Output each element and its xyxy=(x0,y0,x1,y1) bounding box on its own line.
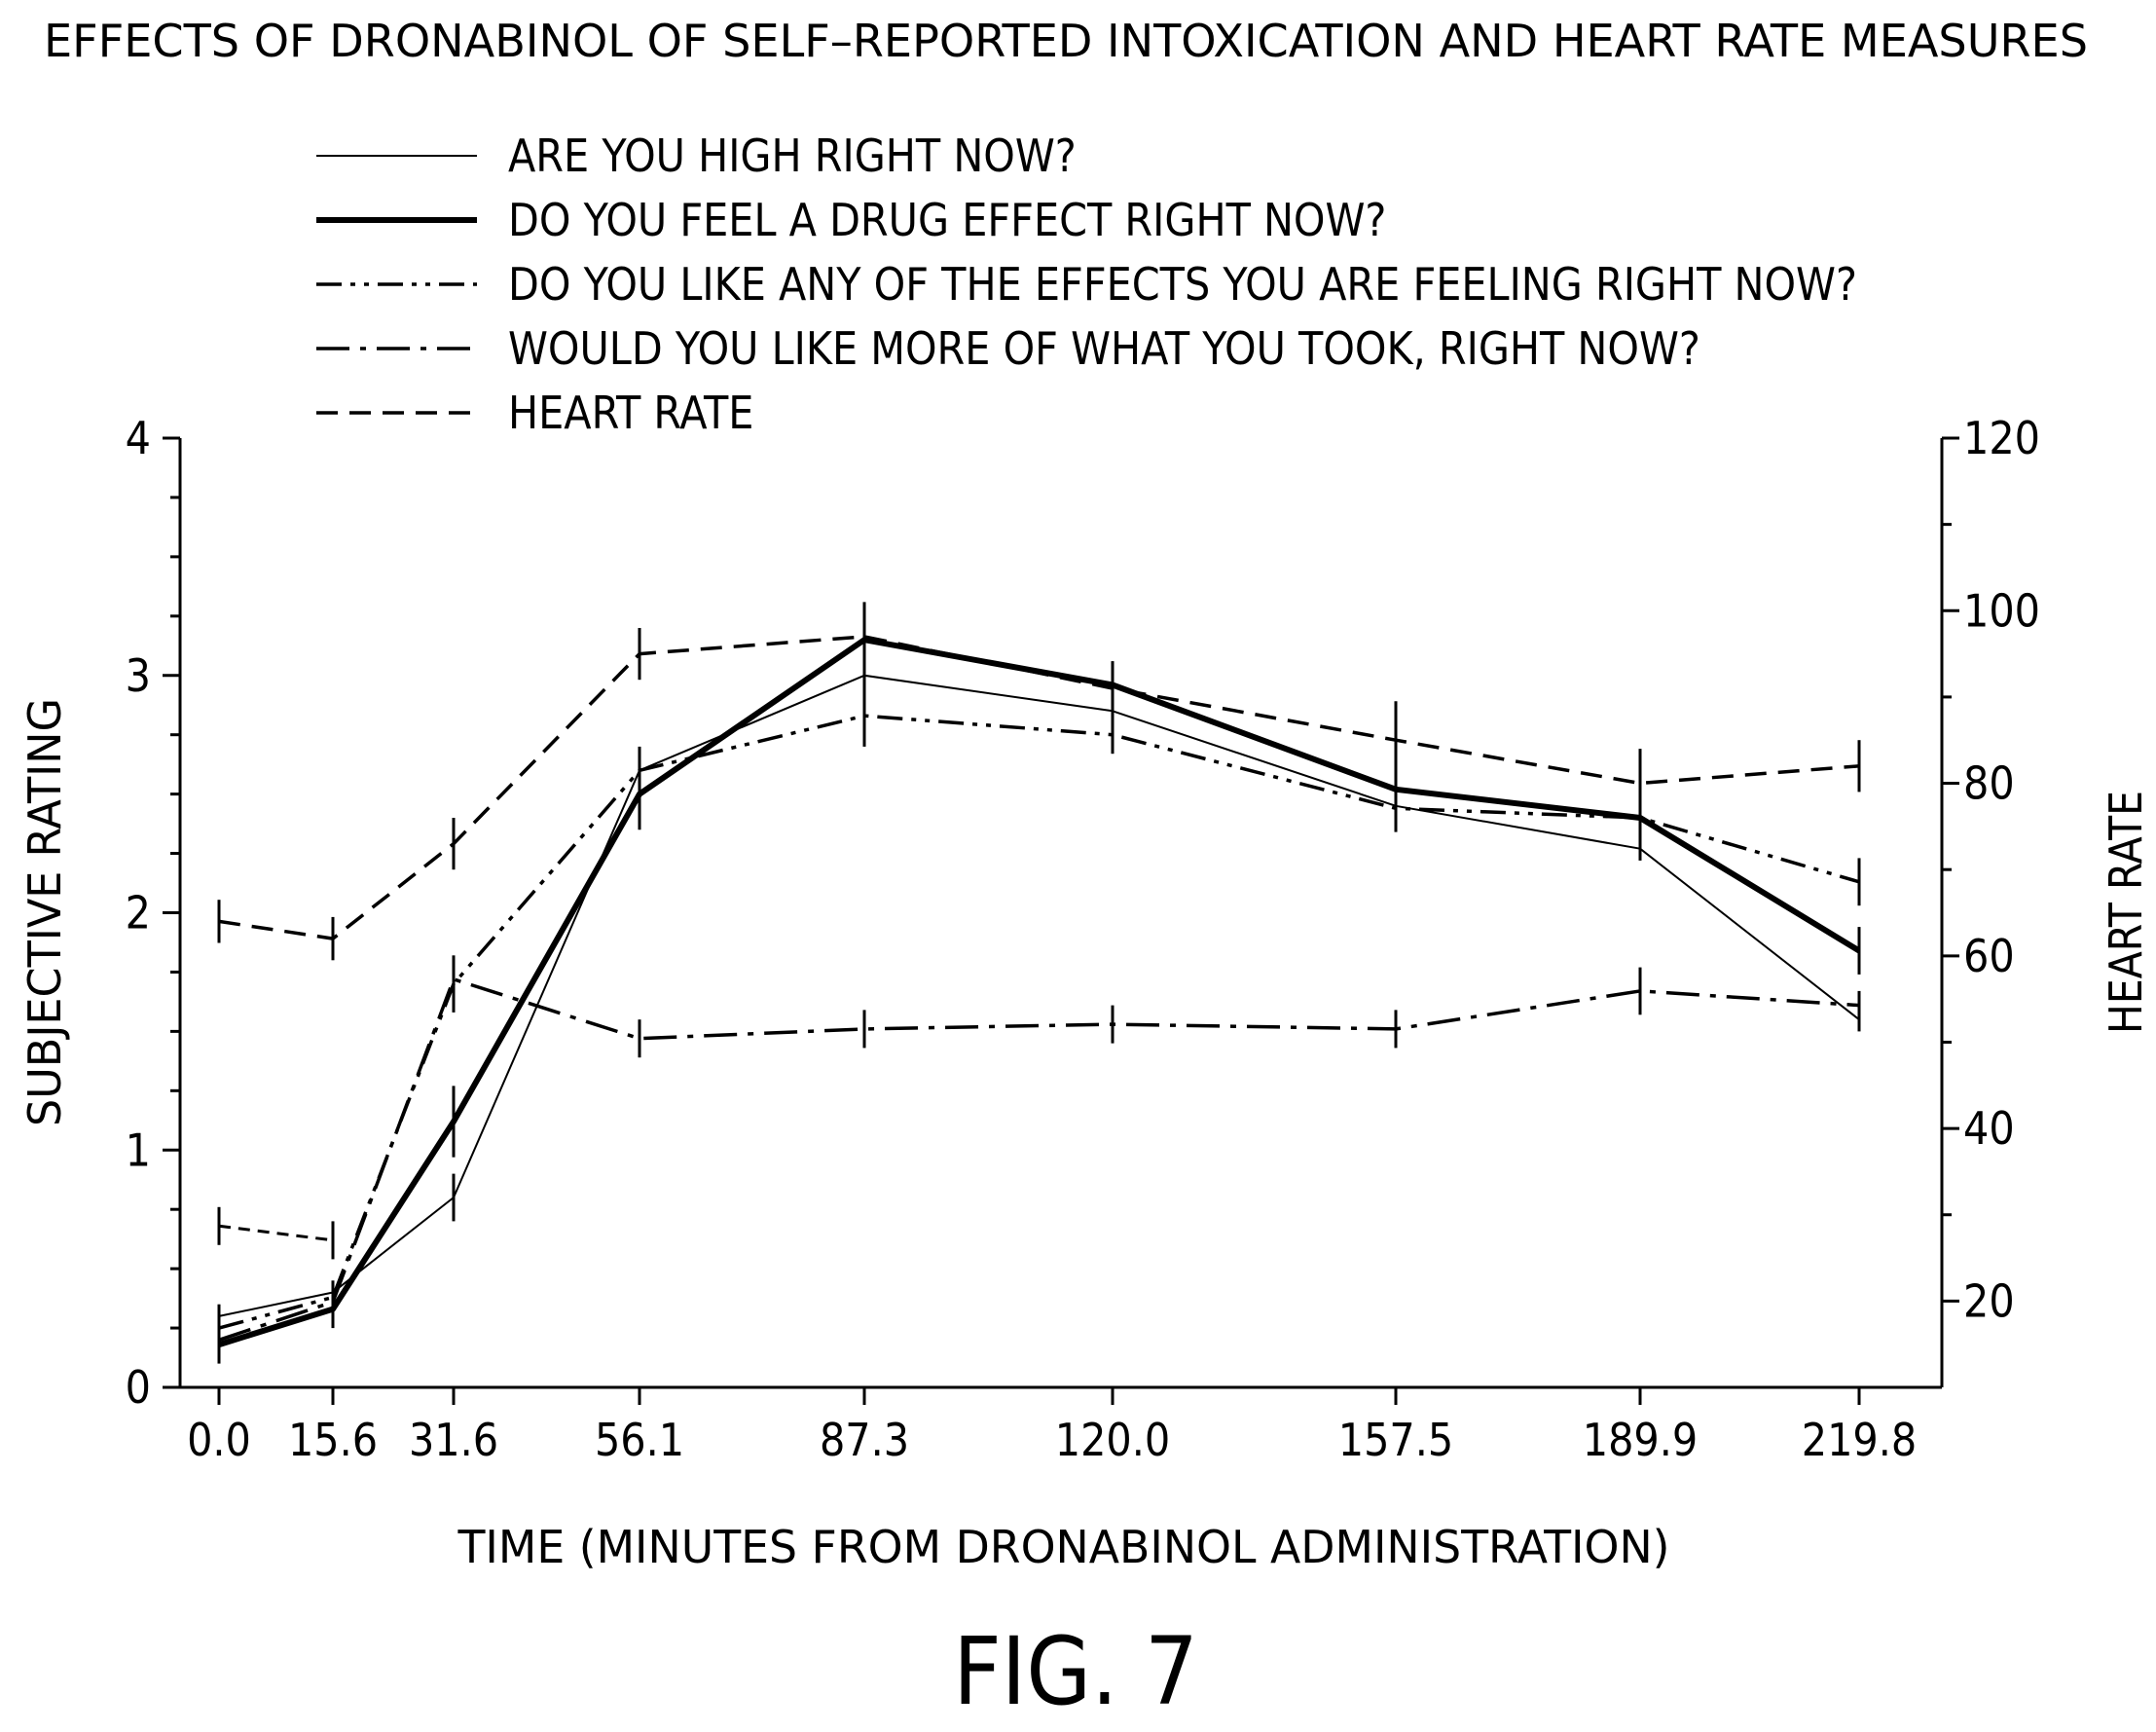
y2-tick-label: 80 xyxy=(1963,757,2015,810)
y-axis-title: SUBJECTIVE RATING xyxy=(18,698,71,1126)
axis-ticks: 0 1 2 3 4 20 40 60 80 100 120 0.0 15.6 31.6 56.1 87.3 12… xyxy=(126,412,2040,1466)
y2-tick-label: 60 xyxy=(1963,930,2015,982)
series-line-3 xyxy=(218,714,1860,1330)
x-tick-label: 15.6 xyxy=(288,1414,378,1466)
x-axis-title: TIME (MINUTES FROM DRONABINOL ADMINISTRA… xyxy=(457,1521,1669,1573)
legend-label-5: HEART RATE xyxy=(508,387,753,439)
legend-label-2: DO YOU FEEL A DRUG EFFECT RIGHT NOW? xyxy=(508,194,1386,246)
x-tick-label: 219.8 xyxy=(1802,1414,1917,1466)
chart-title: EFFECTS OF DRONABINOL OF SELF–REPORTED I… xyxy=(44,15,2088,67)
y-tick-label: 1 xyxy=(126,1124,151,1176)
series-line-2 xyxy=(218,637,1861,1347)
y2-tick-label: 40 xyxy=(1963,1102,2015,1155)
x-tick-label: 56.1 xyxy=(595,1414,684,1466)
series-layer xyxy=(217,602,1861,1364)
series-line-5 xyxy=(218,635,1860,940)
x-tick-label: 87.3 xyxy=(820,1414,909,1466)
x-tick-label: 157.5 xyxy=(1338,1414,1453,1466)
y-tick-label: 0 xyxy=(126,1361,151,1414)
y-tick-label: 2 xyxy=(126,887,151,940)
y2-tick-label: 120 xyxy=(1963,412,2040,464)
y2-tick-label: 20 xyxy=(1963,1274,2015,1327)
series-line-6 xyxy=(218,1224,334,1242)
x-tick-label: 0.0 xyxy=(187,1414,251,1466)
legend-label-1: ARE YOU HIGH RIGHT NOW? xyxy=(508,129,1077,182)
legend-label-4: WOULD YOU LIKE MORE OF WHAT YOU TOOK, RI… xyxy=(508,322,1700,375)
y2-tick-label: 100 xyxy=(1963,584,2040,637)
x-tick-label: 31.6 xyxy=(409,1414,498,1466)
x-tick-label: 189.9 xyxy=(1583,1414,1698,1466)
legend-label-3: DO YOU LIKE ANY OF THE EFFECTS YOU ARE F… xyxy=(508,258,1857,311)
x-tick-label: 120.0 xyxy=(1055,1414,1170,1466)
y-tick-label: 4 xyxy=(126,412,151,464)
y2-axis-title: HEART RATE xyxy=(2100,791,2152,1034)
figure-label: FIG. 7 xyxy=(953,1617,1198,1726)
series-line-4 xyxy=(218,977,1860,1342)
legend: ARE YOU HIGH RIGHT NOW? DO YOU FEEL A DRU… xyxy=(316,129,1857,439)
y-tick-label: 3 xyxy=(126,649,151,702)
